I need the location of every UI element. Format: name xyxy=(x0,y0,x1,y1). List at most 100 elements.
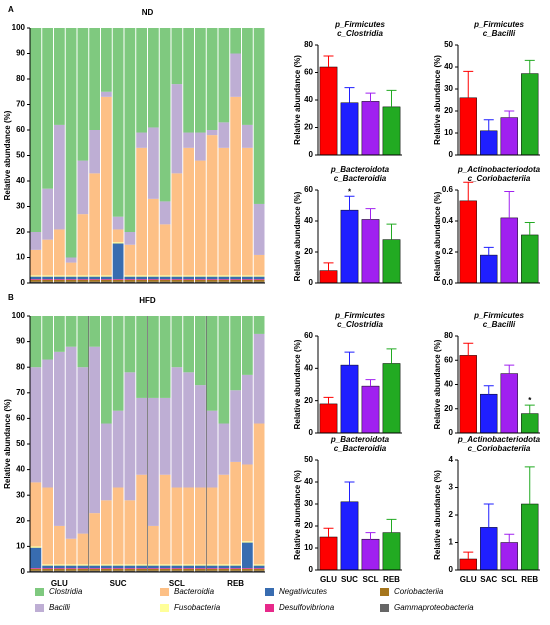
bar-segment xyxy=(42,276,53,280)
bar-segment xyxy=(183,147,194,276)
bar-segment xyxy=(54,229,65,276)
bar-segment xyxy=(101,568,112,569)
bar-segment xyxy=(89,564,100,566)
bar-segment xyxy=(54,279,65,282)
error-bar xyxy=(365,208,376,220)
bar-segment xyxy=(54,124,65,230)
bar-segment xyxy=(89,28,100,130)
y-tick-label: 60 xyxy=(304,68,313,77)
y-tick-label: 30 xyxy=(16,490,25,499)
bar-segment xyxy=(230,461,241,565)
bar-segment xyxy=(65,568,77,569)
bar-segment xyxy=(242,374,253,465)
bar-segment xyxy=(230,281,241,283)
legend-label: Fusobacteria xyxy=(174,603,221,612)
axes xyxy=(317,45,402,156)
legend-swatch xyxy=(160,604,169,612)
y-tick-label: 4 xyxy=(449,455,454,464)
bar-segment xyxy=(242,568,253,569)
y-tick-label: 40 xyxy=(444,380,453,389)
bar-segment xyxy=(77,279,89,280)
bar-segment xyxy=(148,279,159,280)
bar xyxy=(500,542,518,571)
bar-segment xyxy=(65,281,77,283)
y-tick-label: 0 xyxy=(449,428,454,437)
bar-segment xyxy=(253,568,265,571)
bar-segment xyxy=(30,28,42,232)
x-tick-label: SAC xyxy=(480,575,497,584)
error-bar xyxy=(483,246,494,256)
chart-title: HFD xyxy=(139,296,156,305)
axes xyxy=(457,190,540,284)
bar-segment xyxy=(65,564,77,566)
bar-segment xyxy=(89,565,100,569)
y-tick-label: 80 xyxy=(16,74,25,83)
legend-swatch xyxy=(380,588,389,596)
bar xyxy=(480,393,498,434)
bar xyxy=(459,97,477,156)
error-bar xyxy=(386,348,397,364)
bar xyxy=(521,503,539,571)
bar-segment xyxy=(136,279,147,280)
bar-segment xyxy=(77,214,89,276)
y-axis-label: Relative abundance (%) xyxy=(433,191,442,281)
y-tick-label: 20 xyxy=(304,521,313,530)
bar-segment xyxy=(171,84,183,174)
y-tick-label: 70 xyxy=(16,100,25,109)
bar-segment xyxy=(42,565,53,569)
bar-segment xyxy=(218,281,230,283)
axes xyxy=(317,336,402,434)
bar-segment xyxy=(77,367,89,534)
bar-segment xyxy=(218,276,230,280)
y-tick-label: 0.2 xyxy=(442,247,454,256)
bar-segment xyxy=(89,316,100,347)
bar-segment xyxy=(124,232,136,245)
bar-segment xyxy=(42,570,53,572)
y-tick-label: 20 xyxy=(304,123,313,132)
legend-swatch xyxy=(35,588,44,596)
bar-segment xyxy=(101,500,112,565)
bar-segment xyxy=(77,568,89,571)
bar-segment xyxy=(136,474,147,565)
bar-segment xyxy=(242,124,253,148)
x-tick-label: GLU xyxy=(460,575,477,584)
bar-segment xyxy=(112,564,124,566)
error-bar xyxy=(504,364,515,374)
significance: * xyxy=(348,187,352,196)
bar-segment xyxy=(206,276,218,280)
bar-segment xyxy=(42,564,53,566)
y-tick-label: 60 xyxy=(304,331,313,340)
y-tick-label: 100 xyxy=(12,311,26,320)
bar-segment xyxy=(77,279,89,282)
bar-segment xyxy=(183,487,194,565)
bar-segment xyxy=(54,568,65,569)
bar-segment xyxy=(65,279,77,280)
y-tick-label: 40 xyxy=(16,465,25,474)
chart-title: p_Bacteroidota xyxy=(330,165,390,174)
bar-segment xyxy=(101,91,112,97)
bar-segment xyxy=(230,53,241,97)
bar-segment xyxy=(148,397,159,526)
error-bar xyxy=(524,222,535,235)
legend-swatch xyxy=(380,604,389,612)
bar-segment xyxy=(30,568,42,571)
bar-segment xyxy=(136,275,147,277)
bar-segment xyxy=(89,281,100,283)
bar-segment xyxy=(183,279,194,280)
bar-segment xyxy=(136,28,147,133)
bar-segment xyxy=(124,244,136,276)
error-bar xyxy=(365,379,376,387)
bar-segment xyxy=(30,367,42,483)
bar-segment xyxy=(230,390,241,462)
y-axis-label: Relative abundance (%) xyxy=(293,191,302,281)
bar-segment xyxy=(218,275,230,277)
y-axis-label: Relative abundance (%) xyxy=(293,339,302,429)
bar-segment xyxy=(65,316,77,347)
bar-segment xyxy=(171,564,183,566)
bar-segment xyxy=(54,279,65,280)
bar xyxy=(480,527,498,571)
bar-segment xyxy=(112,487,124,565)
y-tick-label: 0 xyxy=(449,565,454,574)
panel-label: A xyxy=(8,5,14,14)
legend-label: Negativicutes xyxy=(279,587,327,596)
